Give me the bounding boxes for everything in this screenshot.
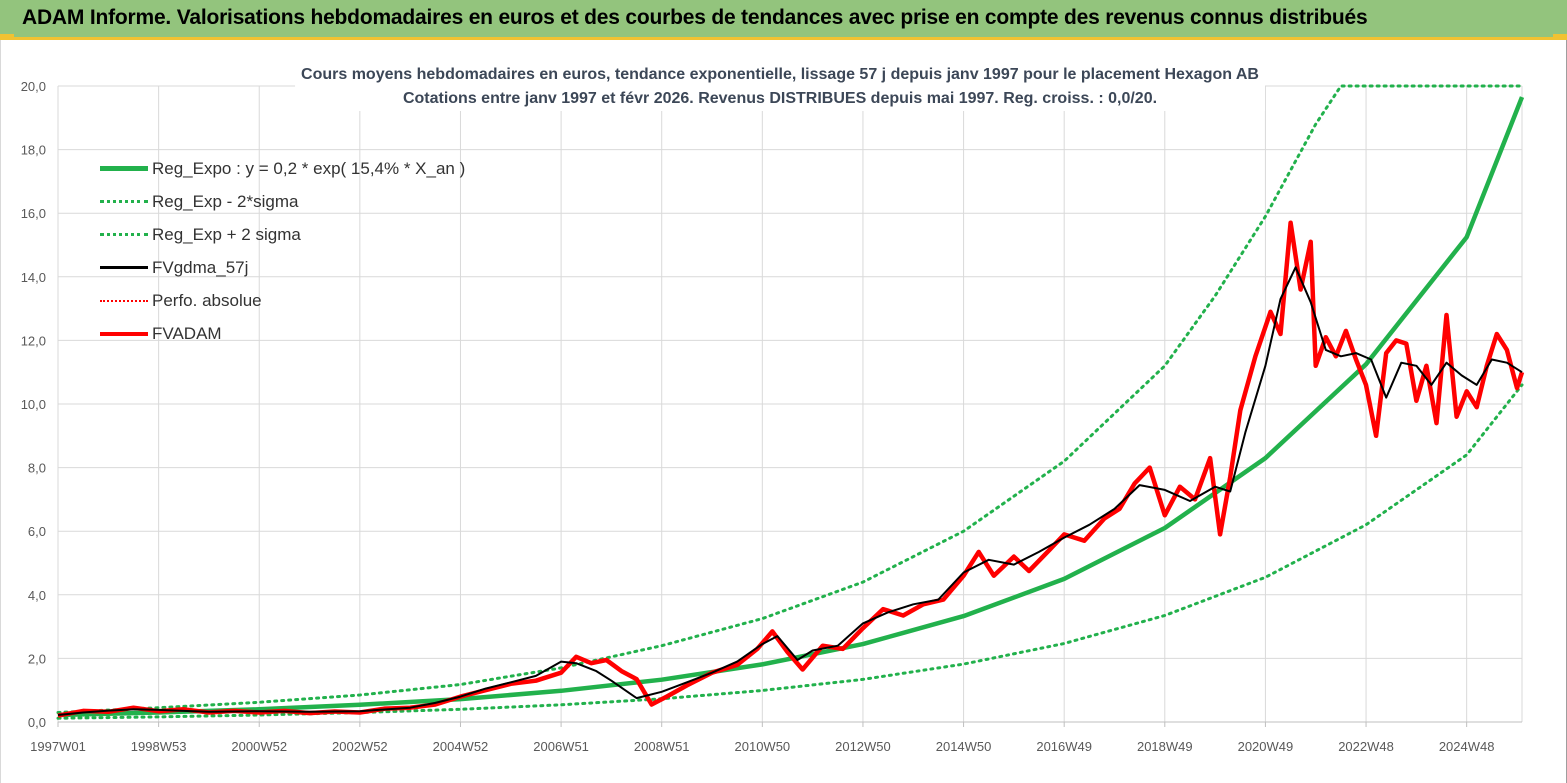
legend-swatch-reg-exp-minus [100, 200, 148, 203]
legend-label: Reg_Exp + 2 sigma [152, 224, 301, 244]
x-tick-label: 2010W50 [735, 739, 791, 754]
legend-swatch-perfo [100, 299, 148, 302]
x-tick-label: 2006W51 [533, 739, 589, 754]
legend-label: FVADAM [152, 323, 222, 343]
x-tick-label: 1998W53 [131, 739, 187, 754]
x-tick-label: 2002W52 [332, 739, 388, 754]
legend-item-reg-expo: Reg_Expo : y = 0,2 * exp( 15,4% * X_an ) [100, 152, 465, 185]
y-tick-label: 6,0 [28, 524, 46, 539]
legend-swatch-fvadam [100, 331, 148, 336]
y-tick-label: 14,0 [21, 270, 46, 285]
x-tick-label: 2016W49 [1036, 739, 1092, 754]
x-tick-label: 2000W52 [231, 739, 287, 754]
y-tick-label: 2,0 [28, 651, 46, 666]
y-tick-label: 20,0 [21, 79, 46, 94]
legend-label: Reg_Exp - 2*sigma [152, 191, 299, 211]
y-tick-label: 0,0 [28, 715, 46, 730]
grid-layer [57, 85, 1523, 723]
header-accent-left [0, 34, 14, 40]
chart-legend: Reg_Expo : y = 0,2 * exp( 15,4% * X_an )… [100, 152, 465, 350]
y-tick-label: 10,0 [21, 397, 46, 412]
header-bar: ADAM Informe. Valorisations hebdomadaire… [0, 0, 1567, 40]
x-tick-label: 2018W49 [1137, 739, 1193, 754]
x-tick-label: 1997W01 [30, 739, 86, 754]
y-tick-label: 8,0 [28, 461, 46, 476]
series-line-3 [57, 266, 1523, 716]
x-tick-label: 2004W52 [433, 739, 489, 754]
legend-swatch-fvgdma [100, 266, 148, 269]
x-tick-label: 2008W51 [634, 739, 690, 754]
x-tick-label: 2014W50 [936, 739, 992, 754]
y-tick-label: 4,0 [28, 588, 46, 603]
series-layer [56, 84, 1525, 720]
legend-swatch-reg-expo [100, 166, 148, 171]
legend-item-reg-exp-minus: Reg_Exp - 2*sigma [100, 185, 465, 218]
legend-label: FVgdma_57j [152, 257, 249, 277]
page-title: ADAM Informe. Valorisations hebdomadaire… [22, 6, 1368, 29]
series-line-2 [56, 84, 1524, 714]
y-tick-label: 18,0 [21, 143, 46, 158]
header-accent-right [1553, 34, 1567, 40]
legend-label: Perfo. absolue [152, 290, 262, 310]
legend-item-fvadam: FVADAM [100, 317, 465, 350]
y-tick-label: 16,0 [21, 206, 46, 221]
x-tick-label: 2012W50 [835, 739, 891, 754]
x-tick-label: 2024W48 [1439, 739, 1495, 754]
x-tick-label: 2022W48 [1338, 739, 1394, 754]
axis-layer: 0,0 2,0 4,0 6,0 8,0 10,0 12,0 14,0 16,0 18,0 20,0 1… [21, 79, 1522, 754]
y-tick-label: 12,0 [21, 333, 46, 348]
x-tick-label: 2020W49 [1238, 739, 1294, 754]
series-line-5 [57, 220, 1525, 718]
chart-title-line2: Cotations entre janv 1997 et févr 2026. … [402, 90, 1158, 107]
legend-item-fvgdma: FVgdma_57j [100, 251, 465, 284]
legend-label: Reg_Expo : y = 0,2 * exp( 15,4% * X_an ) [152, 158, 466, 178]
legend-item-perfo: Perfo. absolue [100, 284, 465, 317]
legend-item-reg-exp-plus: Reg_Exp + 2 sigma [100, 218, 465, 251]
series-line-1 [56, 383, 1524, 720]
chart-title-line1: Cours moyens hebdomadaires en euros, ten… [301, 66, 1259, 83]
legend-swatch-reg-exp-plus [100, 233, 148, 236]
chart-title: Cours moyens hebdomadaires en euros, ten… [295, 63, 1265, 111]
